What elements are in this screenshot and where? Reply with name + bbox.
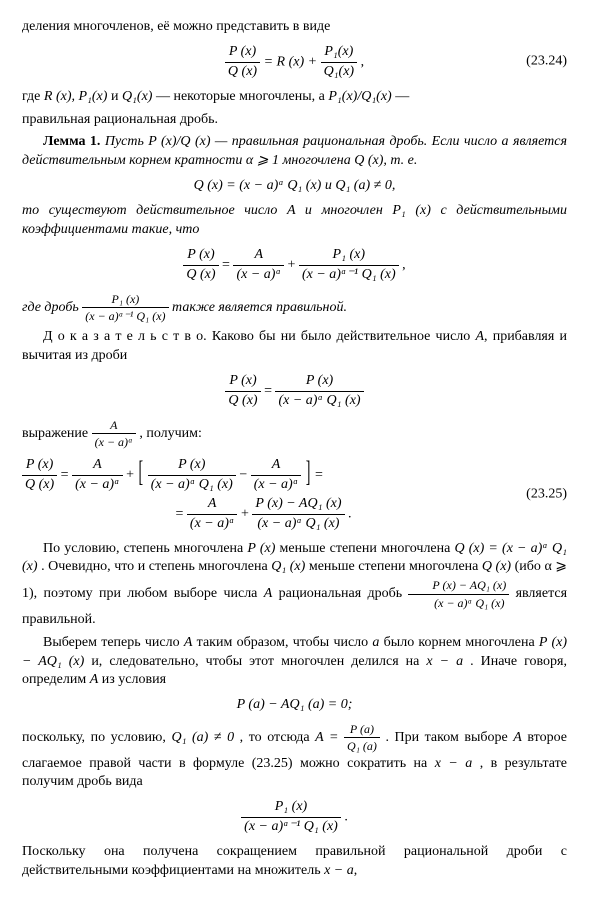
lemma-label: Лемма 1. [43,134,100,149]
equation-23-24: P (x)Q (x) = R (x) + P₁(x)Q₁(x) , (23.24… [22,43,567,82]
equation-reduced: P₁ (x)(x − a)ᵅ⁻¹ Q₁ (x) . [22,798,567,837]
text-line: деления многочленов, её можно представит… [22,18,567,37]
lemma-text: то существуют действительное число A и м… [22,202,567,240]
text-paragraph: По условию, степень многочлена P (x) мен… [22,540,567,630]
text-line: правильная рациональная дробь. [22,111,567,130]
text-paragraph: поскольку, по условию, Q₁ (a) ≠ 0 , то о… [22,721,567,792]
text-paragraph: Поскольку она получена сокращением прави… [22,843,567,881]
text-paragraph: Выберем теперь число A таким образом, чт… [22,634,567,691]
lemma-text: где дробь P₁ (x)(x − a)ᵅ⁻¹ Q₁ (x) также … [22,291,567,324]
proof-label: Д о к а з а т е л ь с т в о. [43,329,207,344]
equation-decomp: P (x)Q (x) = A(x − a)ᵅ + P₁ (x)(x − a)ᵅ⁻… [22,246,567,285]
equation-23-25: P (x)Q (x) = A(x − a)ᵅ + [ P (x)(x − a)ᵅ… [22,456,567,534]
equation-frac-id: P (x)Q (x) = P (x)(x − a)ᵅ Q₁ (x) [22,372,567,411]
equation-number: (23.24) [526,53,567,72]
text-line: выражение A(x − a)ᵅ , получим: [22,417,567,450]
equation-q-factor: Q (x) = (x − a)ᵅ Q₁ (x) и Q₁ (a) ≠ 0, [22,177,567,196]
text-line: где R (x), P₁(x) и Q₁(x) — некоторые мно… [22,88,567,107]
equation-number: (23.25) [526,485,567,504]
proof-text: Д о к а з а т е л ь с т в о. Каково бы н… [22,328,567,366]
lemma-statement: Лемма 1. Пусть P (x)/Q (x) — правильная … [22,133,567,171]
equation-condition: P (a) − AQ₁ (a) = 0; [22,696,567,715]
